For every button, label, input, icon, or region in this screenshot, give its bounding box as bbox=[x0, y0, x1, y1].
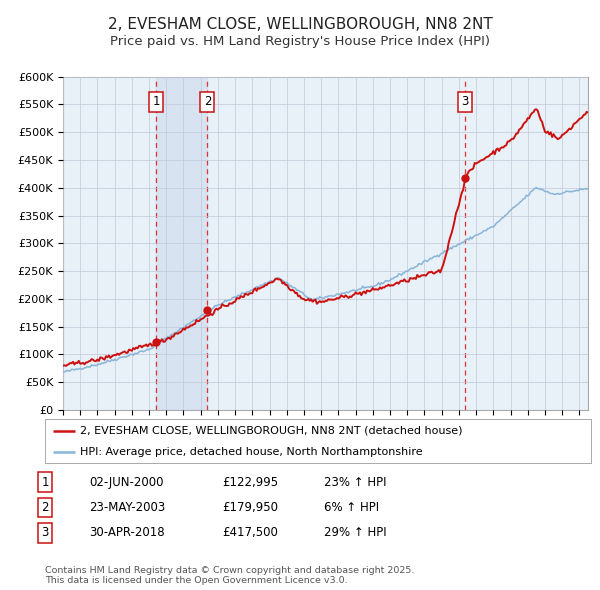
Bar bbox=[156, 77, 208, 410]
Text: 6% ↑ HPI: 6% ↑ HPI bbox=[324, 501, 379, 514]
Text: £179,950: £179,950 bbox=[222, 501, 278, 514]
Text: 2: 2 bbox=[203, 95, 211, 108]
Text: Price paid vs. HM Land Registry's House Price Index (HPI): Price paid vs. HM Land Registry's House … bbox=[110, 35, 490, 48]
Text: 3: 3 bbox=[41, 526, 49, 539]
Text: 29% ↑ HPI: 29% ↑ HPI bbox=[324, 526, 386, 539]
Text: 2, EVESHAM CLOSE, WELLINGBOROUGH, NN8 2NT (detached house): 2, EVESHAM CLOSE, WELLINGBOROUGH, NN8 2N… bbox=[80, 426, 463, 436]
Text: 2: 2 bbox=[41, 501, 49, 514]
Text: £417,500: £417,500 bbox=[222, 526, 278, 539]
Text: 23% ↑ HPI: 23% ↑ HPI bbox=[324, 476, 386, 489]
Text: 30-APR-2018: 30-APR-2018 bbox=[89, 526, 164, 539]
Text: 2, EVESHAM CLOSE, WELLINGBOROUGH, NN8 2NT: 2, EVESHAM CLOSE, WELLINGBOROUGH, NN8 2N… bbox=[107, 17, 493, 32]
Text: 1: 1 bbox=[41, 476, 49, 489]
Text: £122,995: £122,995 bbox=[222, 476, 278, 489]
Text: 02-JUN-2000: 02-JUN-2000 bbox=[89, 476, 163, 489]
Text: 23-MAY-2003: 23-MAY-2003 bbox=[89, 501, 165, 514]
Text: HPI: Average price, detached house, North Northamptonshire: HPI: Average price, detached house, Nort… bbox=[80, 447, 423, 457]
Text: 1: 1 bbox=[152, 95, 160, 108]
Text: 3: 3 bbox=[461, 95, 468, 108]
Text: Contains HM Land Registry data © Crown copyright and database right 2025.
This d: Contains HM Land Registry data © Crown c… bbox=[45, 566, 415, 585]
